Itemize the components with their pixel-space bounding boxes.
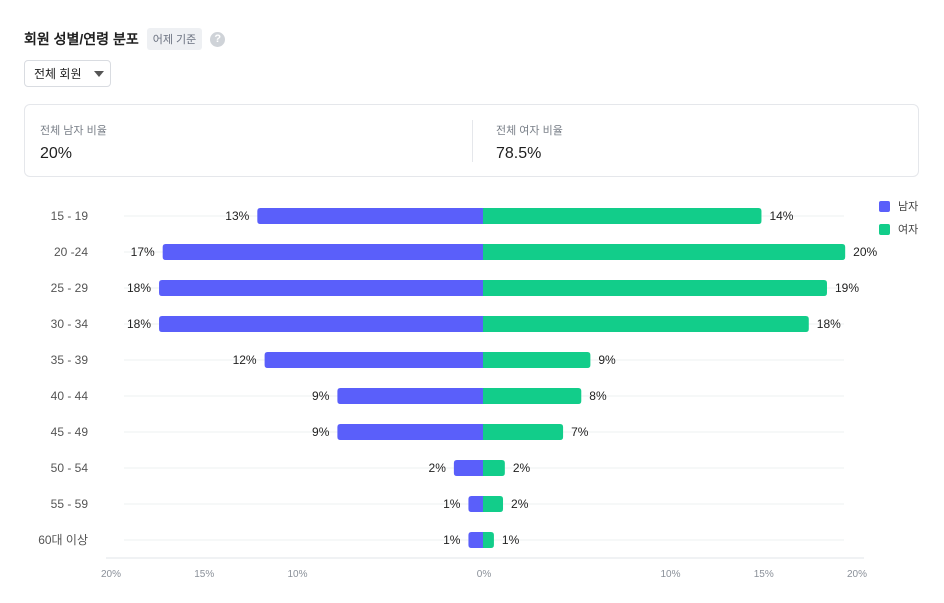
legend-swatch-female: [879, 223, 890, 235]
stat-divider: [472, 120, 473, 162]
gender-ratio-summary: 전체 남자 비율 20% 전체 여자 비율 78.5%: [24, 104, 919, 177]
female-value-label: 20%: [853, 245, 877, 259]
age-group-label: 35 - 39: [51, 353, 89, 367]
age-group-label: 20 -24: [54, 245, 88, 259]
female-ratio-stat: 전체 여자 비율 78.5%: [496, 122, 563, 163]
legend-label-female: 여자: [898, 224, 919, 236]
page-title: 회원 성별/연령 분포: [24, 31, 139, 47]
age-group-label: 45 - 49: [51, 425, 89, 439]
male-bar: [468, 532, 483, 548]
male-value-label: 1%: [443, 497, 461, 511]
female-value-label: 7%: [571, 425, 589, 439]
x-tick-label: 10%: [287, 569, 307, 580]
male-value-label: 17%: [131, 245, 155, 259]
male-bar: [264, 352, 483, 368]
male-ratio-value: 20%: [40, 145, 73, 162]
age-group-label: 30 - 34: [51, 317, 89, 331]
female-value-label: 14%: [769, 209, 793, 223]
female-value-label: 1%: [502, 533, 520, 547]
x-tick-label: 20%: [847, 569, 867, 580]
female-value-label: 8%: [589, 389, 607, 403]
male-value-label: 18%: [127, 317, 151, 331]
x-tick-label: 10%: [660, 569, 680, 580]
female-value-label: 9%: [598, 353, 616, 367]
female-bar: [483, 532, 494, 548]
male-value-label: 1%: [443, 533, 461, 547]
female-bar: [483, 208, 762, 224]
age-group-label: 60대 이상: [38, 533, 88, 547]
caret-down-icon: [93, 70, 104, 77]
date-basis-badge: 어제 기준: [146, 28, 203, 50]
legend-swatch-male: [879, 200, 890, 212]
female-bar: [483, 460, 505, 476]
female-bar: [483, 244, 846, 260]
male-bar: [337, 424, 483, 440]
female-value-label: 19%: [835, 281, 859, 295]
age-gender-bar-chart: 15 - 19 13% 14% 20 -24 17% 20% 25 - 29 18% 19% 30…: [38, 208, 878, 580]
x-tick-label: 15%: [754, 569, 774, 580]
x-tick-label: 15%: [194, 569, 214, 580]
legend-item-female[interactable]: 여자: [879, 222, 918, 236]
male-value-label: 9%: [312, 425, 330, 439]
female-bar: [483, 280, 827, 296]
chart-legend: 남자 여자: [879, 199, 918, 245]
male-value-label: 12%: [233, 353, 257, 367]
x-tick-label: 0%: [477, 569, 492, 580]
male-bar: [453, 460, 483, 476]
member-filter-value: 전체 회원: [34, 67, 82, 81]
male-bar: [257, 208, 483, 224]
age-group-label: 25 - 29: [51, 281, 89, 295]
female-bar: [483, 424, 564, 440]
male-bar: [162, 244, 483, 260]
male-value-label: 9%: [312, 389, 330, 403]
age-group-label: 50 - 54: [51, 461, 89, 475]
male-value-label: 2%: [429, 461, 447, 475]
chart-header: 회원 성별/연령 분포 어제 기준 ?: [24, 28, 226, 50]
age-group-label: 55 - 59: [51, 497, 89, 511]
female-value-label: 2%: [511, 497, 529, 511]
help-icon[interactable]: ?: [210, 31, 226, 47]
male-bar: [468, 496, 483, 512]
female-bar: [483, 496, 504, 512]
male-ratio-label: 전체 남자 비율: [40, 125, 107, 137]
member-filter-dropdown[interactable]: 전체 회원: [24, 60, 111, 87]
male-bar: [159, 280, 484, 296]
female-value-label: 18%: [817, 317, 841, 331]
female-bar: [483, 316, 809, 332]
age-group-label: 40 - 44: [51, 389, 89, 403]
age-group-label: 15 - 19: [51, 209, 89, 223]
female-bar: [483, 388, 582, 404]
legend-item-male[interactable]: 남자: [879, 199, 918, 213]
male-value-label: 13%: [225, 209, 249, 223]
female-ratio-value: 78.5%: [496, 145, 542, 162]
female-bar: [483, 352, 591, 368]
female-ratio-label: 전체 여자 비율: [496, 125, 563, 137]
male-value-label: 18%: [127, 281, 151, 295]
female-value-label: 2%: [513, 461, 531, 475]
male-bar: [337, 388, 483, 404]
male-ratio-stat: 전체 남자 비율 20%: [40, 122, 107, 163]
legend-label-male: 남자: [898, 201, 919, 213]
male-bar: [159, 316, 484, 332]
x-tick-label: 20%: [101, 569, 121, 580]
